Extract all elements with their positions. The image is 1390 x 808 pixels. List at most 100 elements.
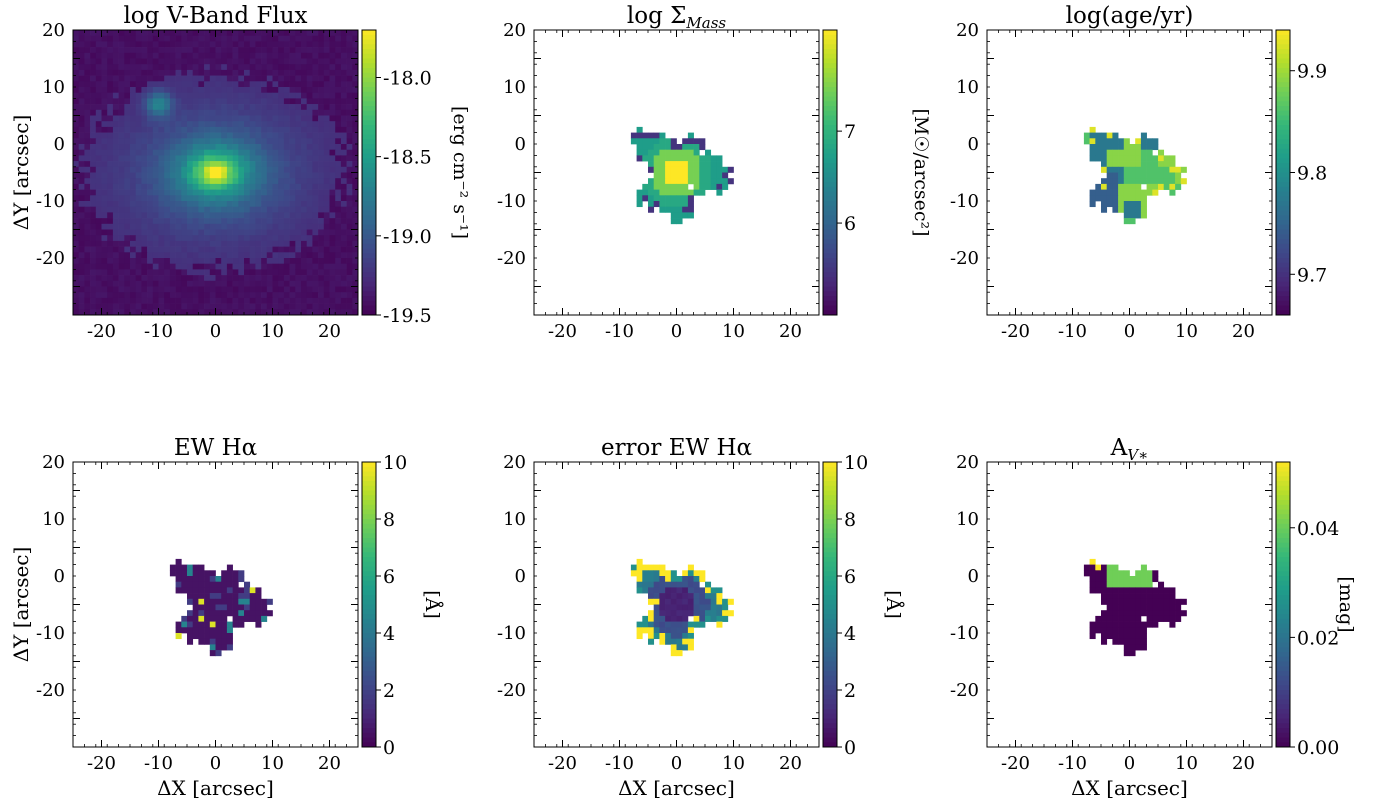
panel-age: -2020-10100010-1020-20log(age/yr)9.99.89… xyxy=(950,3,1327,342)
y-axis-label: ΔY [arcsec] xyxy=(9,115,33,231)
y-tick-label: 0 xyxy=(54,134,65,155)
colorbar-tick-label: 0.00 xyxy=(1297,737,1339,759)
colorbar-tick-label: 7 xyxy=(844,121,856,143)
colorbar: 10 8 6 4 2 0 [Å] xyxy=(822,452,904,759)
x-tick-label: 20 xyxy=(1232,321,1255,342)
panel-title: AV∗ xyxy=(1110,435,1149,464)
x-tick-label: 20 xyxy=(318,321,341,342)
y-tick-label: 0 xyxy=(515,566,526,587)
colorbar-tick-label: 6 xyxy=(383,566,395,588)
y-tick-label: 10 xyxy=(503,509,526,530)
colorbar-label: [M☉/arcsec²] xyxy=(910,108,932,236)
colorbar-tick-label: 0.04 xyxy=(1297,518,1339,540)
colorbar-tick-label: 6 xyxy=(844,213,856,235)
heatmap-image xyxy=(630,558,734,657)
panel-av: -20 20 -10 10 0 0 10 -10 20 -20 AV∗ ΔX [arcsec] 0.04… xyxy=(950,435,1357,800)
panel-title-subscript: Mass xyxy=(685,14,726,32)
x-axis-label: ΔX [arcsec] xyxy=(1071,776,1188,800)
panel-title: log(age/yr) xyxy=(1066,3,1194,29)
x-tick-label: -10 xyxy=(144,321,173,342)
colorbar-tick-label: 10 xyxy=(844,452,868,474)
colorbar-tick-label: 0 xyxy=(844,737,856,759)
colorbar-label: [Å] xyxy=(882,590,904,619)
x-tick-label: 20 xyxy=(779,753,802,774)
colorbar: 10 8 6 4 2 0 [Å] xyxy=(361,452,443,759)
x-tick-label: 0 xyxy=(1124,321,1135,342)
x-tick-label: 20 xyxy=(1232,753,1255,774)
heatmap-image xyxy=(73,30,359,316)
y-tick-label: 20 xyxy=(503,20,526,41)
y-tick-label: -10 xyxy=(36,191,65,212)
x-tick-label: 10 xyxy=(261,321,284,342)
colorbar-tick-label: 9.8 xyxy=(1297,163,1327,185)
x-tick-label: -10 xyxy=(1058,753,1087,774)
colorbar-label: [erg cm⁻² s⁻¹] xyxy=(449,106,471,239)
x-tick-label: 20 xyxy=(318,753,341,774)
colorbar-tick-label: 2 xyxy=(383,680,395,702)
colorbar-tick-label: 10 xyxy=(383,452,407,474)
colorbar-tick-label: 8 xyxy=(844,509,856,531)
x-tick-label: -20 xyxy=(1001,321,1030,342)
colorbar-tick-label: 8 xyxy=(383,509,395,531)
panel-title: log V-Band Flux xyxy=(123,3,307,29)
y-tick-label: 20 xyxy=(956,452,979,473)
y-axis-label: ΔY [arcsec] xyxy=(9,547,33,663)
panel-title-subscript: V∗ xyxy=(1127,446,1148,464)
colorbar-tick-label: 2 xyxy=(844,680,856,702)
x-tick-label: -20 xyxy=(1001,753,1030,774)
x-tick-label: 10 xyxy=(1175,753,1198,774)
colorbar-tick-label: 4 xyxy=(844,623,856,645)
y-tick-label: 10 xyxy=(42,509,65,530)
x-tick-label: -10 xyxy=(605,321,634,342)
colorbar-tick-label: 0 xyxy=(383,737,395,759)
heatmap-image xyxy=(1083,126,1187,225)
colorbar-tick-label: -18.0 xyxy=(383,68,432,90)
x-tick-label: 0 xyxy=(210,321,221,342)
x-tick-label: -20 xyxy=(548,753,577,774)
colorbar-label: [Å] xyxy=(421,590,443,619)
y-tick-label: 0 xyxy=(968,134,979,155)
x-tick-label: 20 xyxy=(779,321,802,342)
y-tick-label: -20 xyxy=(950,248,979,269)
panel-title: log ΣMass xyxy=(627,3,726,32)
y-tick-label: -20 xyxy=(497,248,526,269)
colorbar: 9.9 9.8 9.7 xyxy=(1275,29,1327,316)
heatmap-image xyxy=(1083,558,1187,657)
x-tick-label: 0 xyxy=(671,753,682,774)
y-tick-label: 0 xyxy=(54,566,65,587)
y-tick-label: -10 xyxy=(497,191,526,212)
x-tick-label: 10 xyxy=(261,753,284,774)
y-tick-label: -20 xyxy=(36,248,65,269)
colorbar-tick-label: 9.7 xyxy=(1297,264,1327,286)
colorbar: 7 6 [M☉/arcsec²] xyxy=(822,29,932,316)
y-tick-label: 0 xyxy=(515,134,526,155)
x-axis-label: ΔX [arcsec] xyxy=(618,776,735,800)
colorbar-tick-label: 4 xyxy=(383,623,395,645)
colorbar: 0.04 0.02 0.00 [mag] xyxy=(1275,461,1357,759)
x-tick-label: 0 xyxy=(1124,753,1135,774)
colorbar-tick-label: 6 xyxy=(844,566,856,588)
y-tick-label: 10 xyxy=(956,509,979,530)
y-tick-label: 20 xyxy=(42,20,65,41)
y-tick-label: -20 xyxy=(36,680,65,701)
y-tick-label: 10 xyxy=(42,77,65,98)
x-tick-label: -20 xyxy=(548,321,577,342)
y-tick-label: -10 xyxy=(36,623,65,644)
x-tick-label: 10 xyxy=(1175,321,1198,342)
y-tick-label: -10 xyxy=(950,191,979,212)
y-tick-label: 0 xyxy=(968,566,979,587)
panel-title: EW Hα xyxy=(174,435,257,461)
y-tick-label: 20 xyxy=(42,452,65,473)
y-tick-label: 10 xyxy=(503,77,526,98)
panel-flux: -20 20 -10 10 0 0 10 -10 20 -20 log V-Band Flux ΔY … xyxy=(9,3,471,342)
x-axis-label: ΔX [arcsec] xyxy=(157,776,274,800)
y-tick-label: 20 xyxy=(503,452,526,473)
y-tick-label: -10 xyxy=(950,623,979,644)
x-tick-label: 10 xyxy=(722,321,745,342)
y-tick-label: 20 xyxy=(956,20,979,41)
x-tick-label: -20 xyxy=(87,753,116,774)
panel-title: error EW Hα xyxy=(601,435,752,461)
